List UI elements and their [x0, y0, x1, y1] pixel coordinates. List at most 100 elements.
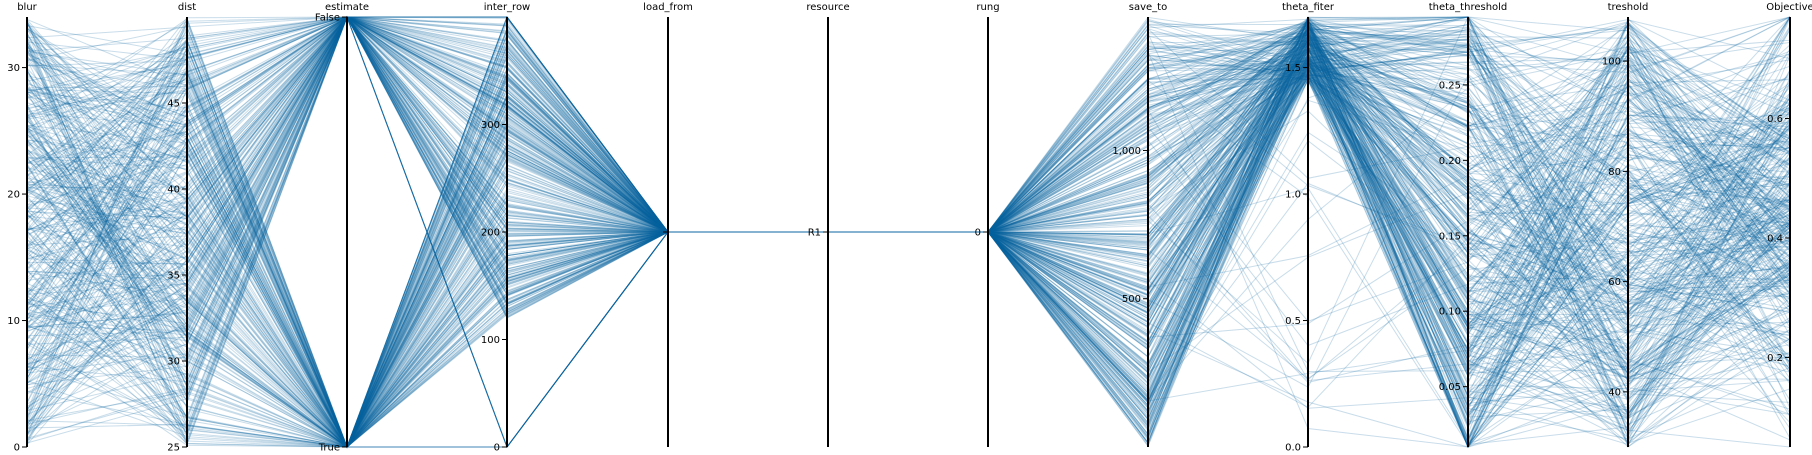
trial-line	[26, 62, 1791, 448]
trial-line	[26, 26, 1791, 448]
trial-line	[26, 16, 1791, 359]
trial-line	[26, 16, 1791, 296]
trial-line	[26, 51, 1791, 449]
axis-blur: blur 0 10 20 30	[7, 2, 37, 454]
trial-line	[26, 16, 1791, 449]
trial-line	[26, 16, 1791, 417]
trial-line	[26, 26, 1791, 449]
trial-line	[26, 74, 1791, 448]
trial-line	[26, 16, 1791, 439]
trial-line	[26, 38, 1791, 449]
trial-line	[26, 16, 1791, 392]
trial-line	[26, 16, 1791, 341]
axis-dist: dist 25 30 35 40 45	[167, 2, 196, 454]
trial-line	[26, 39, 1791, 448]
trial-line	[26, 16, 1791, 412]
trial-line	[26, 16, 1791, 383]
trial-line	[26, 15, 1791, 448]
trial-line	[26, 16, 1791, 288]
trial-line	[26, 16, 1791, 439]
trial-line	[26, 16, 1791, 448]
trial-line	[26, 15, 1791, 404]
trial-line	[26, 87, 1791, 448]
trial-line	[26, 39, 1791, 448]
axis-resource: resource R1	[806, 2, 850, 447]
trial-line	[26, 16, 1791, 375]
trial-line	[26, 16, 1791, 319]
trial-line	[26, 18, 1791, 448]
trial-line	[26, 48, 1791, 448]
trial-line	[26, 16, 1791, 430]
trial-line	[26, 15, 1791, 426]
trial-line	[26, 51, 1791, 448]
trial-line	[26, 16, 1791, 449]
trial-line	[26, 65, 1791, 448]
trial-line	[26, 44, 1791, 448]
trial-line	[26, 79, 1791, 449]
trial-line	[26, 16, 1791, 390]
trial-line	[26, 16, 1791, 444]
trial-line	[26, 16, 1791, 368]
trial-line	[26, 16, 1791, 316]
trial-line	[26, 16, 1791, 449]
trial-line	[26, 16, 1791, 418]
trial-line	[26, 16, 1791, 366]
trial-line	[26, 15, 1791, 371]
trial-line	[26, 16, 1791, 420]
trial-line	[26, 16, 1791, 388]
trial-line	[26, 71, 1791, 449]
trial-line	[26, 19, 1791, 448]
trial-line	[26, 16, 1791, 384]
trial-line	[26, 58, 1791, 448]
trial-line	[26, 45, 1791, 449]
trial-line	[26, 16, 1791, 426]
trial-line	[26, 18, 1791, 448]
trial-line	[26, 40, 1791, 448]
trial-line	[26, 16, 1791, 374]
trial-line	[26, 30, 1791, 449]
trial-line	[26, 16, 1791, 435]
trial-line	[26, 23, 1791, 448]
trial-line	[26, 18, 1791, 448]
trial-line	[26, 44, 1791, 449]
trial-line	[26, 15, 1791, 449]
axis-title: load_from	[643, 2, 693, 13]
trial-line	[26, 65, 1791, 449]
trial-line	[26, 16, 1791, 378]
trial-line	[26, 16, 1791, 384]
tick-label: 0.10	[1439, 307, 1461, 318]
trial-line	[26, 16, 1791, 420]
trial-line	[26, 16, 1791, 314]
trial-line	[26, 16, 1791, 449]
trial-line	[26, 16, 1791, 386]
trial-line	[26, 52, 1791, 449]
trial-line	[26, 16, 1791, 283]
trial-line	[26, 21, 1791, 448]
trial-line	[26, 15, 1791, 449]
trial-line	[26, 63, 1791, 448]
trial-line	[26, 56, 1791, 448]
trial-line	[26, 16, 1791, 314]
trial-line	[26, 16, 1791, 448]
trial-line	[26, 21, 1791, 448]
trial-line	[26, 84, 1791, 448]
trial-line	[26, 49, 1791, 449]
trial-line	[26, 16, 1791, 437]
trial-line	[26, 57, 1791, 448]
trial-line	[26, 23, 1791, 448]
trial-line	[26, 21, 1791, 448]
trial-line	[26, 33, 1791, 448]
trial-line	[26, 16, 1791, 400]
trial-line	[26, 16, 1791, 389]
tick-label: 0.25	[1439, 80, 1461, 91]
trial-line	[26, 15, 1791, 334]
trial-line	[26, 16, 1791, 351]
trial-line	[26, 38, 1791, 448]
trial-line	[26, 16, 1791, 397]
tick-label: 200	[481, 228, 500, 239]
trial-line	[26, 33, 1791, 448]
trial-line	[26, 32, 1791, 449]
trial-line	[26, 16, 1791, 429]
trial-line	[26, 16, 1791, 371]
trial-line	[26, 16, 1791, 384]
